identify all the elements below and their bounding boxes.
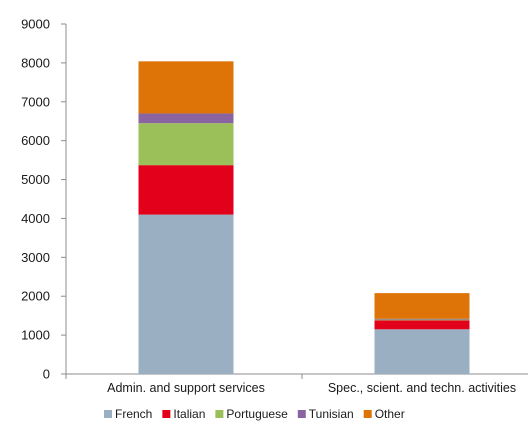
bar-segment-italian <box>138 165 234 215</box>
legend-swatch-french <box>104 410 112 418</box>
legend-label: French <box>115 407 152 421</box>
bars <box>138 61 470 374</box>
y-tick-label: 5000 <box>21 172 50 187</box>
bar-segment-other <box>374 293 470 319</box>
y-axis: 0 1000 2000 3000 4000 5000 6000 7000 8000 9000 <box>21 17 67 382</box>
legend-label: Italian <box>173 407 205 421</box>
bar-segment-french <box>138 214 234 374</box>
x-category-label: Spec., scient. and techn. activities <box>328 381 516 395</box>
legend-swatch-tunisian <box>297 410 306 418</box>
y-tick-label: 7000 <box>21 94 50 109</box>
x-axis: Admin. and support services Spec., scient… <box>65 373 528 395</box>
legend-swatch-italian <box>162 410 171 418</box>
bar-segment-tunisian <box>374 318 470 320</box>
legend-swatch-other <box>363 410 372 418</box>
y-tick-label: 0 <box>43 367 50 382</box>
bar-segment-french <box>374 329 470 374</box>
y-tick-label: 1000 <box>21 328 50 343</box>
y-tick-label: 3000 <box>21 250 50 265</box>
bar-segment-portuguese <box>138 123 234 166</box>
y-tick-label: 4000 <box>21 211 50 226</box>
bar-segment-italian <box>374 320 470 330</box>
legend-label: Other <box>375 407 405 421</box>
legend-swatch-portuguese <box>215 410 224 418</box>
y-tick-label: 9000 <box>21 17 50 32</box>
x-category-label: Admin. and support services <box>107 381 265 395</box>
legend-label: Tunisian <box>309 407 354 421</box>
bar-segment-tunisian <box>138 113 234 124</box>
bar-segment-portuguese <box>374 319 470 321</box>
y-tick-label: 6000 <box>21 133 50 148</box>
legend-label: Portuguese <box>226 407 288 421</box>
bar-segment-other <box>138 61 234 114</box>
y-tick-label: 2000 <box>21 289 50 304</box>
y-tick-label: 8000 <box>21 55 50 70</box>
legend: French Italian Portuguese Tunisian Other <box>104 407 405 421</box>
